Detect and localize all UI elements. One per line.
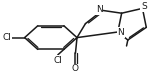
Text: N: N <box>118 28 124 37</box>
Text: N: N <box>96 5 102 14</box>
Text: S: S <box>141 2 147 11</box>
Text: O: O <box>72 64 79 73</box>
Text: Cl: Cl <box>53 56 62 65</box>
Text: Cl: Cl <box>3 33 12 42</box>
